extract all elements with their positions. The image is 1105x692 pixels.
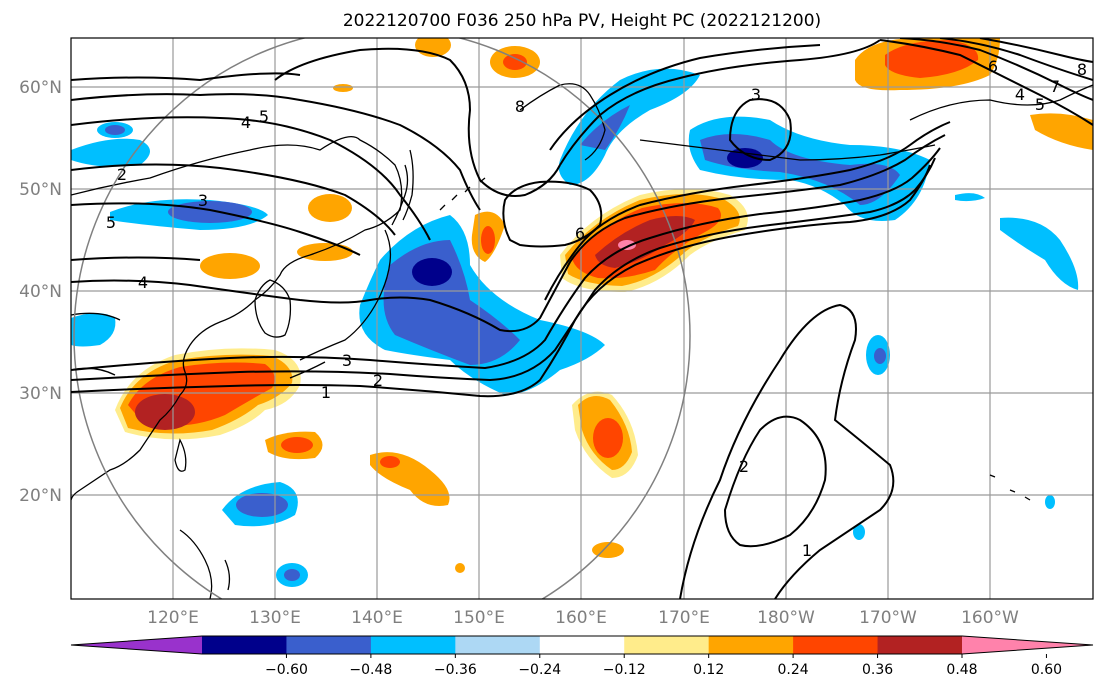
pv-negative-area [853,524,865,540]
colorbar-tick-label: 0.60 [1031,662,1062,678]
pv-positive-area [503,54,527,70]
contour-label: 5 [106,213,116,232]
colorbar-tick-label: −0.60 [265,662,308,678]
pv-negative-area [168,201,252,223]
pv-negative-area [955,193,985,202]
contour-label: 2 [117,165,127,184]
pv-shading [71,38,1093,587]
lat-label: 30°N [19,384,62,404]
colorbar-segment [286,636,372,654]
contour-label: 4 [241,113,251,132]
pv-negative-core [727,148,763,168]
pv-negative-area [236,493,288,517]
pv-positive-area [308,194,352,222]
map-border [70,37,1094,600]
contour-labels: 1 2 3 4 5 6 3 4 5 8 2 1 2 3 4 5 6 7 8 [106,57,1087,560]
pv-positive-area [200,253,260,279]
pv-negative-area [558,68,700,185]
contour-label: 1 [802,541,812,560]
lon-label: 120°E [147,608,199,628]
colorbar-segment [708,636,794,654]
contour-label: 6 [988,57,998,76]
colorbar-outline [70,635,1094,655]
colorbar: −0.60 −0.48 −0.36 −0.24 −0.12 0.12 0.24 0.36 0.4… [70,635,1094,678]
colorbar-tick-label: 0.24 [778,662,809,678]
lat-label: 20°N [19,486,62,506]
lat-label: 40°N [19,282,62,302]
contour-label: 5 [259,107,269,126]
colorbar-segment [455,636,541,654]
pv-negative-area [874,348,886,364]
pv-positive-area [281,437,313,453]
height-contours [71,38,1093,599]
colorbar-tick-label: 0.12 [693,662,724,678]
contour-label: 7 [1050,77,1060,96]
map-panel: 1 2 3 4 5 6 3 4 5 8 2 1 2 3 4 5 6 7 8 [71,38,1093,599]
contour-label: 5 [1035,95,1045,114]
latitude-labels: 60°N 50°N 40°N 30°N 20°N [19,78,62,506]
lon-label: 170°W [859,608,917,628]
contour-label: 2 [739,457,749,476]
lon-label: 160°E [555,608,607,628]
contour-label: 3 [198,191,208,210]
pv-positive-core [135,394,195,430]
colorbar-tick-label: −0.24 [518,662,561,678]
lon-label: 170°E [658,608,710,628]
lat-label: 50°N [19,180,62,200]
contour-label: 3 [342,351,352,370]
colorbar-segment [202,636,287,654]
lat-label: 60°N [19,78,62,98]
contour-label: 4 [138,273,148,292]
lon-label: 140°E [351,608,403,628]
colorbar-tick-label: −0.12 [603,662,646,678]
pv-positive-area [297,243,353,261]
colorbar-segment [793,636,879,654]
pv-positive-area [885,40,979,78]
pv-negative-area [1045,495,1055,509]
contour-label: 2 [373,371,383,390]
contour-label: 1 [321,383,331,402]
pv-positive-area [455,563,465,573]
colorbar-segment [370,636,456,654]
pv-negative-area [71,313,116,347]
pv-positive-core [618,240,636,250]
pv-positive-area [333,84,353,92]
colorbar-tick-label: −0.48 [349,662,392,678]
graticule [71,38,1093,599]
contour-label: 4 [1015,85,1025,104]
pv-positive-area [380,456,400,468]
colorbar-segment [539,636,625,654]
contour-label: 8 [515,97,525,116]
lon-label: 130°E [249,608,301,628]
lon-label: 180°W [757,608,815,628]
contour-label: 3 [751,85,761,104]
colorbar-extend-high [962,636,1093,654]
pv-negative-core [412,258,452,286]
lon-label: 160°W [961,608,1019,628]
colorbar-tick-label: 0.36 [862,662,893,678]
pv-positive-core [595,216,695,268]
colorbar-tick-label: 0.48 [946,662,977,678]
colorbar-segment [624,636,710,654]
pv-positive-area [1030,113,1093,150]
colorbar-segment [877,636,963,654]
contour-label: 8 [1077,60,1087,79]
lon-label: 150°E [453,608,505,628]
pv-negative-area [1000,217,1079,290]
contour-label: 6 [575,224,585,243]
colorbar-tick-label: −0.36 [434,662,477,678]
range-circle [73,38,691,599]
pv-positive-area [593,418,623,458]
pv-positive-area [481,226,495,254]
longitude-labels: 120°E 130°E 140°E 150°E 160°E 170°E 180°… [147,608,1019,628]
pv-negative-area [284,569,300,581]
map-title: 2022120700 F036 250 hPa PV, Height PC (2… [343,11,821,31]
pv-negative-area [105,125,125,135]
colorbar-extend-low [71,636,202,654]
